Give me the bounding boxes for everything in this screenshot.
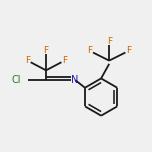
Text: F: F xyxy=(87,46,92,55)
Text: F: F xyxy=(62,56,67,65)
Text: F: F xyxy=(43,46,49,55)
Text: F: F xyxy=(25,56,30,65)
Text: F: F xyxy=(107,38,112,47)
Text: N: N xyxy=(71,75,78,85)
Text: F: F xyxy=(126,46,131,55)
Text: Cl: Cl xyxy=(11,75,21,85)
